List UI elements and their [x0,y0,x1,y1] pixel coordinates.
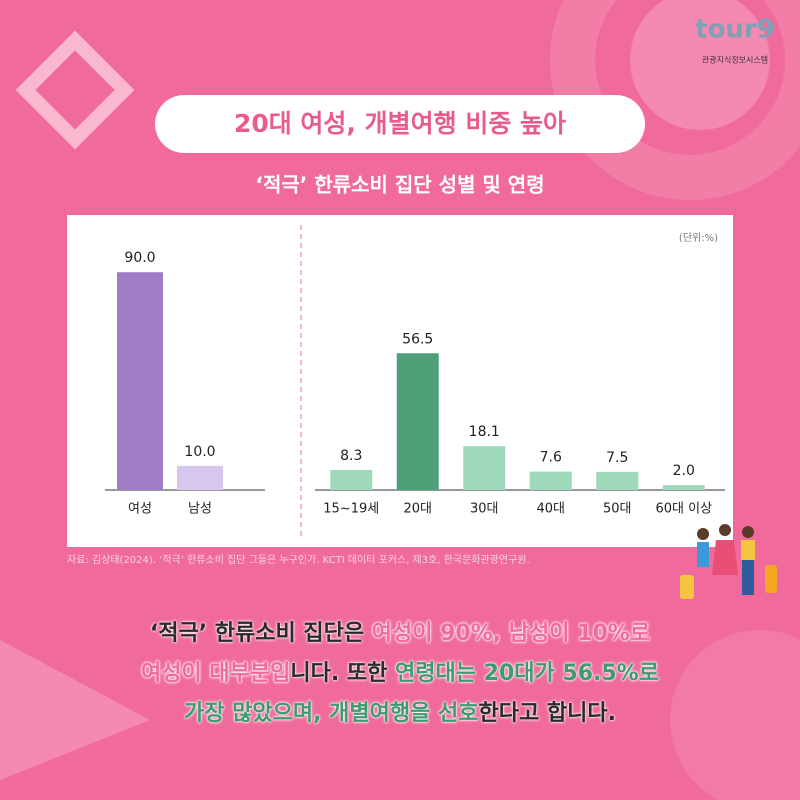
deco-square [15,30,135,150]
body-line: ‘적극’ 한류소비 집단은 여성이 90%, 남성이 10%로 [0,615,800,647]
person [742,560,754,595]
unit-label: (단위:%) [679,231,718,244]
title: 20대 여성, 개별여행 비중 높아 [234,109,566,138]
source: 자료: 김상태(2024). ‘적극’ 한류소비 집단 그들은 누구인가. KC… [67,554,530,566]
person [697,542,709,567]
bar [396,353,439,490]
category-label: 남성 [188,502,212,517]
category-label: 40대 [536,502,565,517]
person [741,540,755,560]
value-label: 7.6 [540,450,562,466]
person [719,524,731,536]
deco-triangle [0,640,150,780]
body-line: 여성이 대부분입니다. 또한 연령대는 20대가 56.5%로 [0,655,800,687]
title-pill [155,95,645,153]
body-segment: 여성이 90%, 남성이 10%로 [371,621,651,646]
body-segment: 여성이 대부분입 [141,661,291,686]
subtitle: ‘적극’ 한류소비 집단 성별 및 연령 [255,173,544,197]
value-label: 8.3 [340,448,362,464]
bar [529,471,572,490]
body-segment: ‘적극’ 한류소비 집단은 [149,621,372,646]
category-label: 15~19세 [323,502,379,517]
category-label: 30대 [470,502,499,517]
bar [330,469,373,490]
bar [463,446,506,490]
travelers [680,524,777,599]
logo-subtitle: 관광지식정보시스템 [702,55,768,65]
bar [662,485,705,490]
suitcase [680,575,694,599]
value-label: 90.0 [124,250,155,266]
value-label: 18.1 [469,424,500,440]
logo: tour9 [695,15,775,45]
deco-circle [630,0,770,130]
value-label: 10.0 [184,444,215,460]
body-segment: 가장 많았으며, 개별여행을 선호 [184,701,479,726]
body-segment: 연령대는 20대가 56.5%로 [395,661,659,686]
category-label: 60대 이상 [655,502,712,517]
value-label: 56.5 [402,331,433,347]
value-label: 2.0 [673,463,695,479]
category-label: 여성 [128,502,152,517]
body-segment: 니다. 또한 [290,661,396,686]
person [742,526,754,538]
bar [117,272,163,490]
body-line: 가장 많았으며, 개별여행을 선호한다고 합니다. [0,695,800,727]
person [712,540,738,575]
category-label: 50대 [603,502,632,517]
person [697,528,709,540]
body-segment: 한다고 합니다. [478,701,616,726]
bar [177,465,223,490]
deco-circle [670,630,800,800]
suitcase [765,565,777,593]
bar [596,471,639,490]
category-label: 20대 [403,502,432,517]
value-label: 7.5 [606,450,628,466]
